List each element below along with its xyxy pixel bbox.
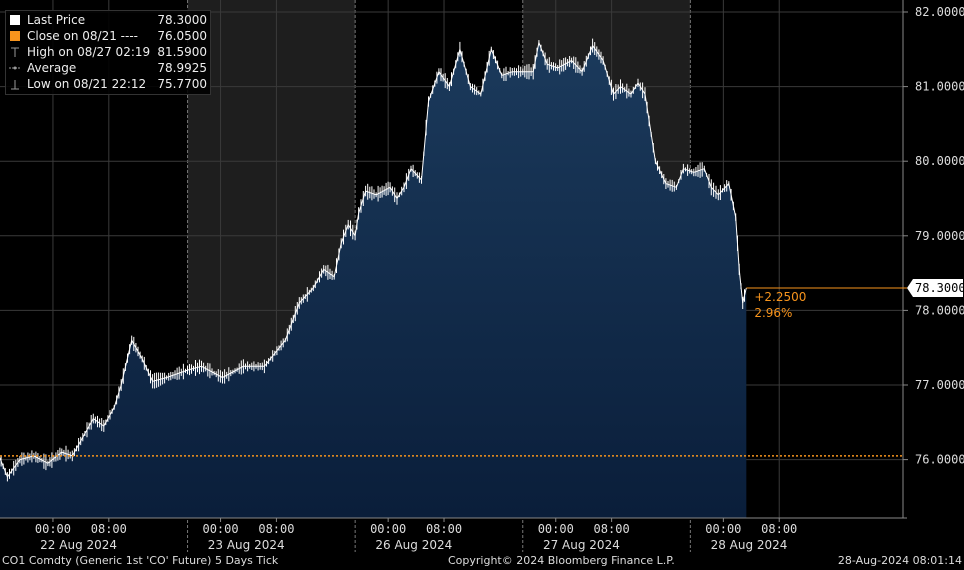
x-tick-label: 00:00 [538, 522, 574, 536]
x-tick-label: 00:00 [370, 522, 406, 536]
x-tick-label: 08:00 [426, 522, 462, 536]
price-chart: 76.0000 77.0000 78.0000 79.0000 80.0000 81.00… [0, 0, 964, 552]
y-tick-label: 76.0000 [915, 453, 964, 467]
low-marker-icon [9, 79, 21, 90]
y-tick-label: 82.0000 [915, 5, 964, 19]
y-tick-label: 80.0000 [915, 154, 964, 168]
legend-average: Average 78.9925 [9, 60, 207, 76]
legend-average-value: 78.9925 [157, 61, 207, 75]
x-tick-label: 08:00 [258, 522, 294, 536]
legend-close: Close on 08/21 ---- 76.0500 [9, 28, 207, 44]
x-tick-label: 00:00 [705, 522, 741, 536]
copyright-notice: Copyright© 2024 Bloomberg Finance L.P. [448, 554, 675, 567]
footer-bar: CO1 Comdty (Generic 1st 'CO' Future) 5 D… [0, 552, 964, 570]
high-marker-icon [9, 47, 21, 58]
last-price-marker: 78.3000 +2.2500 2.96% [746, 279, 964, 320]
price-change-label: +2.2500 [754, 290, 806, 304]
y-axis: 76.0000 77.0000 78.0000 79.0000 80.0000 81.00… [902, 0, 964, 518]
day-label: 28 Aug 2024 [711, 538, 788, 552]
price-change-pct-label: 2.96% [754, 306, 792, 320]
price-area [0, 42, 747, 518]
average-line-icon [9, 63, 21, 74]
legend-average-label: Average [27, 61, 77, 75]
legend-close-value: 76.0500 [157, 29, 207, 43]
ticker-description: CO1 Comdty (Generic 1st 'CO' Future) 5 D… [2, 554, 279, 567]
y-tick-label: 77.0000 [915, 378, 964, 392]
price-area-fill [0, 42, 747, 518]
legend-square-icon [9, 14, 21, 26]
legend-high-label: High on 08/27 02:19 [27, 45, 151, 59]
x-tick-label: 08:00 [91, 522, 127, 536]
x-axis: 00:00 08:00 22 Aug 2024 00:00 08:00 23 Aug 20… [0, 517, 907, 552]
x-tick-label: 00:00 [35, 522, 71, 536]
y-tick-label: 81.0000 [915, 80, 964, 94]
legend-square-icon [9, 30, 21, 42]
legend-last: Last Price 78.3000 [9, 12, 207, 28]
x-tick-label: 08:00 [594, 522, 630, 536]
day-label: 23 Aug 2024 [208, 538, 285, 552]
tick-wicks [0, 38, 747, 482]
day-label: 27 Aug 2024 [543, 538, 620, 552]
legend-low-label: Low on 08/21 22:12 [27, 77, 147, 91]
y-tick-label: 78.0000 [915, 303, 964, 317]
last-price-tag-label: 78.3000 [915, 281, 964, 295]
day-label: 26 Aug 2024 [375, 538, 452, 552]
legend-last-label: Last Price [27, 13, 86, 27]
last-price-line [0, 40, 747, 478]
legend-high: High on 08/27 02:19 81.5900 [9, 44, 207, 60]
x-tick-label: 08:00 [761, 522, 797, 536]
y-tick-label: 79.0000 [915, 229, 964, 243]
last-price-tag [907, 279, 963, 298]
legend-low-value: 75.7700 [157, 77, 207, 91]
timestamp: 28-Aug-2024 08:01:14 [837, 554, 962, 567]
legend-high-value: 81.5900 [157, 45, 207, 59]
x-tick-label: 00:00 [202, 522, 238, 536]
legend-low: Low on 08/21 22:12 75.7700 [9, 76, 207, 92]
legend-last-value: 78.3000 [157, 13, 207, 27]
legend: Last Price 78.3000 Close on 08/21 ---- 7… [5, 10, 211, 95]
legend-close-label: Close on 08/21 ---- [27, 29, 138, 43]
day-label: 22 Aug 2024 [40, 538, 117, 552]
